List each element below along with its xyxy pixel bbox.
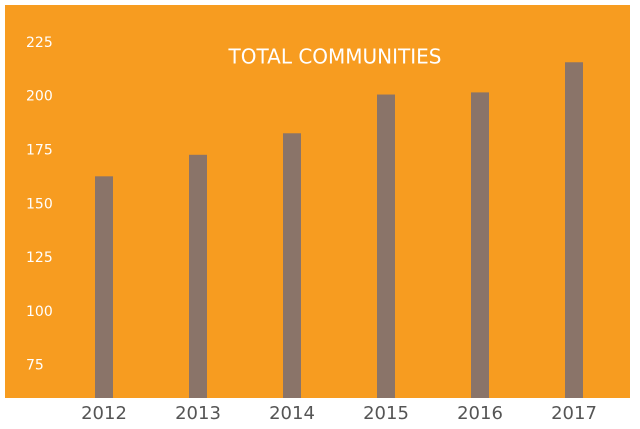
y-tick-label: 100 [26, 304, 53, 320]
x-tick-label: 2015 [363, 403, 409, 424]
bar [471, 92, 489, 398]
bar [95, 176, 113, 398]
y-tick-label: 150 [26, 196, 53, 212]
chart-title: TOTAL COMMUNITIES [228, 45, 442, 69]
y-tick-label: 200 [26, 89, 53, 105]
x-tick-label: 2014 [269, 403, 315, 424]
bar [283, 133, 301, 398]
bar [377, 94, 395, 398]
y-tick-label: 75 [26, 358, 44, 374]
x-tick-label: 2016 [457, 403, 503, 424]
y-tick-label: 125 [26, 250, 53, 266]
x-tick-label: 2013 [175, 403, 221, 424]
bar [189, 154, 207, 398]
y-tick-label: 175 [26, 142, 53, 158]
x-tick-label: 2017 [551, 403, 597, 424]
y-tick-label: 225 [26, 35, 53, 51]
bar [565, 62, 583, 399]
x-tick-label: 2012 [81, 403, 127, 424]
